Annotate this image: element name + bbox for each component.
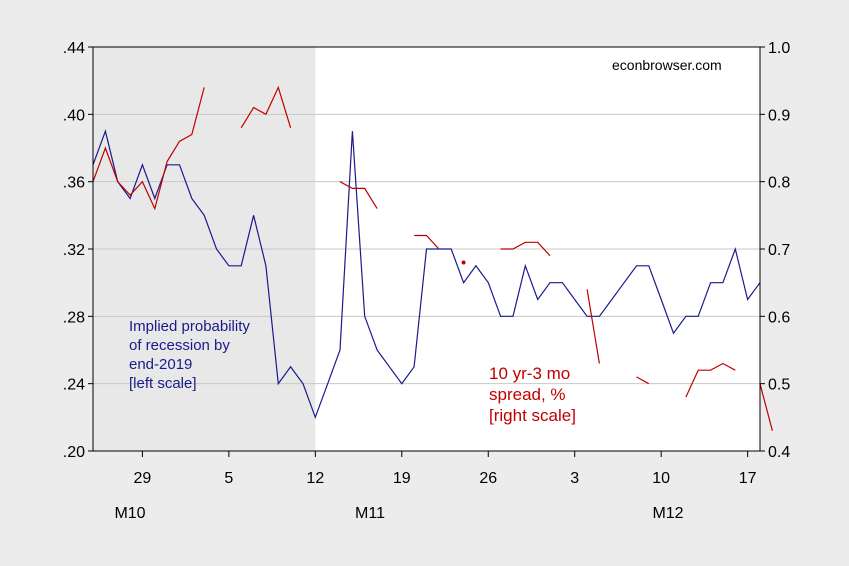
- left-tick-label: .20: [63, 444, 85, 461]
- right-tick-label: 0.5: [768, 377, 790, 394]
- x-tick-label: 19: [393, 470, 411, 487]
- x-tick-label: 10: [652, 470, 670, 487]
- watermark-text: econbrowser.com: [612, 57, 722, 73]
- annotation-line: end-2019: [129, 356, 192, 373]
- right-tick-label: 0.7: [768, 242, 790, 259]
- series-0-line: [92, 129, 761, 420]
- left-tick-label: .44: [63, 40, 85, 57]
- right-tick-label: 0.8: [768, 175, 790, 192]
- annotation-line: spread, %: [489, 385, 566, 404]
- series-1-line: [500, 241, 551, 257]
- series-1-line: [685, 362, 736, 398]
- x-tick-label: 5: [224, 470, 233, 487]
- x-tick-label: 3: [570, 470, 579, 487]
- left-tick-label: .32: [63, 242, 85, 259]
- series-1-point: [461, 260, 466, 265]
- x-tick-label: 26: [479, 470, 497, 487]
- annotation-line: [right scale]: [489, 406, 576, 425]
- left-tick-label: .40: [63, 107, 85, 124]
- series-1-line: [759, 383, 773, 431]
- right-tick-label: 0.4: [768, 444, 790, 461]
- annotation-line: of recession by: [129, 337, 230, 354]
- series-1-line: [636, 376, 650, 385]
- annotation-line: [left scale]: [129, 375, 197, 392]
- annotation-line: Implied probability: [129, 318, 250, 335]
- left-tick-label: .24: [63, 377, 85, 394]
- series-1-line: [92, 87, 205, 211]
- series-1-line: [414, 234, 440, 250]
- month-label: M10: [114, 505, 145, 522]
- series-1-line: [586, 289, 600, 364]
- x-tick-label: 29: [134, 470, 152, 487]
- series-1-line: [240, 85, 292, 129]
- right-tick-label: 1.0: [768, 40, 790, 57]
- left-tick-label: .36: [63, 175, 85, 192]
- right-tick-label: 0.9: [768, 107, 790, 124]
- x-tick-label: 17: [739, 470, 757, 487]
- series-1-line: [339, 181, 378, 209]
- right-tick-label: 0.6: [768, 309, 790, 326]
- x-tick-label: 12: [306, 470, 324, 487]
- month-label: M11: [355, 505, 385, 522]
- month-label: M12: [652, 505, 683, 522]
- annotation-line: 10 yr-3 mo: [489, 364, 570, 383]
- left-tick-label: .28: [63, 309, 85, 326]
